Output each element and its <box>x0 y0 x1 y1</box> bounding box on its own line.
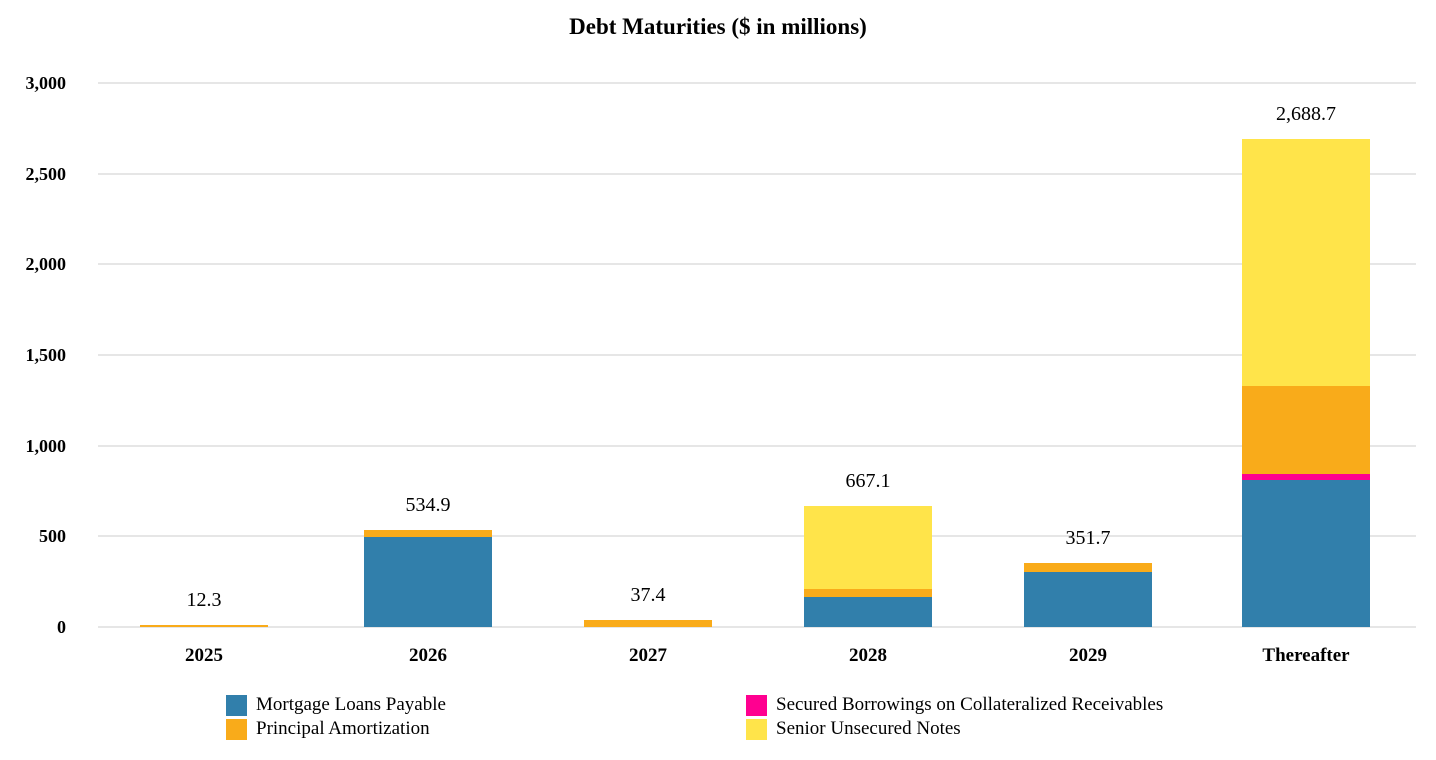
bar-2025 <box>140 624 268 627</box>
gridline <box>98 82 1416 84</box>
x-tick-label: 2029 <box>1069 645 1107 666</box>
total-label: 2,688.7 <box>1276 103 1336 126</box>
bar-2028 <box>804 506 932 627</box>
legend: Mortgage Loans Payable Principal Amortiz… <box>226 693 1226 743</box>
y-tick-label: 3,000 <box>25 73 67 93</box>
bar-segment <box>804 596 932 627</box>
legend-label: Mortgage Loans Payable <box>256 694 446 715</box>
x-tick-label: 2025 <box>185 645 223 666</box>
total-label: 12.3 <box>186 588 222 611</box>
bar-thereafter <box>1242 139 1370 627</box>
gridline <box>98 535 1416 538</box>
gridline <box>98 172 1416 175</box>
chart-title: Debt Maturities ($ in millions) <box>569 14 867 39</box>
bar-2027 <box>584 620 712 627</box>
legend-swatch <box>226 694 247 716</box>
legend-item-senior-unsecured-notes: Senior Unsecured Notes <box>746 717 961 741</box>
bar-2026 <box>364 530 492 627</box>
bar-segment <box>364 537 492 627</box>
bar-segment <box>140 624 268 627</box>
legend-swatch <box>746 718 767 740</box>
x-tick-label: 2026 <box>409 645 447 666</box>
x-tick-label: 2028 <box>849 645 887 666</box>
bar-segment <box>1024 563 1152 573</box>
legend-item-secured-borrowings: Secured Borrowings on Collateralized Rec… <box>746 693 1163 717</box>
bar-segment <box>1242 480 1370 627</box>
gridline <box>98 626 1416 628</box>
bar-segment <box>804 588 932 597</box>
bar-segment <box>1024 572 1152 627</box>
legend-swatch <box>226 718 247 740</box>
legend-label: Secured Borrowings on Collateralized Rec… <box>776 694 1164 715</box>
legend-item-mortgage-loans: Mortgage Loans Payable <box>226 693 446 717</box>
legend-item-principal-amortization: Principal Amortization <box>226 717 430 741</box>
bar-segment <box>1242 139 1370 387</box>
bar-segment <box>804 506 932 589</box>
total-label: 351.7 <box>1065 527 1111 550</box>
gridline <box>98 444 1416 447</box>
gridline <box>98 263 1416 266</box>
bar-segment <box>1242 473 1370 481</box>
bar-segment <box>364 530 492 538</box>
x-tick-label: Thereafter <box>1262 645 1350 666</box>
total-label: 534.9 <box>405 494 451 516</box>
y-tick-label: 1,500 <box>25 345 67 365</box>
total-label: 667.1 <box>845 470 891 493</box>
bar-segment <box>1242 386 1370 474</box>
total-label: 37.4 <box>630 584 666 607</box>
y-tick-label: 2,000 <box>25 254 67 275</box>
legend-label: Senior Unsecured Notes <box>776 718 961 739</box>
y-tick-label: 0 <box>57 617 66 637</box>
legend-label: Principal Amortization <box>256 718 430 739</box>
x-tick-label: 2027 <box>629 645 667 666</box>
legend-swatch <box>746 694 767 716</box>
bar-2029 <box>1024 563 1152 627</box>
y-tick-label: 2,500 <box>25 163 67 184</box>
gridline <box>98 354 1416 356</box>
bar-segment <box>584 620 712 627</box>
y-tick-label: 500 <box>39 526 66 547</box>
plot-area <box>98 82 1416 628</box>
y-tick-label: 1,000 <box>25 435 67 456</box>
